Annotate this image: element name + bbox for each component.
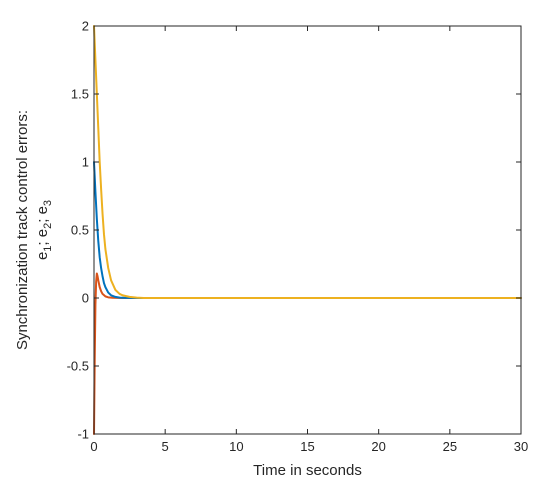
x-axis-title: Time in seconds <box>253 462 362 479</box>
e3-base: ; e <box>34 206 51 223</box>
series-line-e3 <box>93 25 522 299</box>
y-tick-label: 1.5 <box>71 87 89 102</box>
x-tick-label: 30 <box>514 439 528 454</box>
e1-base: e <box>34 252 51 260</box>
y-tick-label: 0.5 <box>71 223 89 238</box>
y-axis-title-line1: Synchronization track control errors: <box>14 110 31 350</box>
y-tick-label: 0 <box>82 291 89 306</box>
x-tick-label: 10 <box>229 439 243 454</box>
x-tick-label: 25 <box>443 439 457 454</box>
x-tick-label: 0 <box>90 439 97 454</box>
plot-area <box>94 26 521 434</box>
e3-subscript: 3 <box>42 200 54 206</box>
x-tick-label: 5 <box>162 439 169 454</box>
plot-frame <box>93 25 522 435</box>
e2-subscript: 2 <box>42 223 54 229</box>
x-tick-label: 20 <box>371 439 385 454</box>
y-tick-label: 2 <box>82 19 89 34</box>
e2-base: ; e <box>34 229 51 246</box>
y-tick-label: -0.5 <box>67 359 89 374</box>
y-axis-title-line2: e1; e2; e3 <box>34 200 54 260</box>
x-tick-label: 15 <box>300 439 314 454</box>
y-tick-label: 1 <box>82 155 89 170</box>
ticks-layer: 0 5 10 15 20 25 30 -1 -0.5 0 0.5 1 1.5 2 <box>67 19 529 455</box>
e1-subscript: 1 <box>42 246 54 252</box>
y-tick-label: -1 <box>77 427 89 442</box>
